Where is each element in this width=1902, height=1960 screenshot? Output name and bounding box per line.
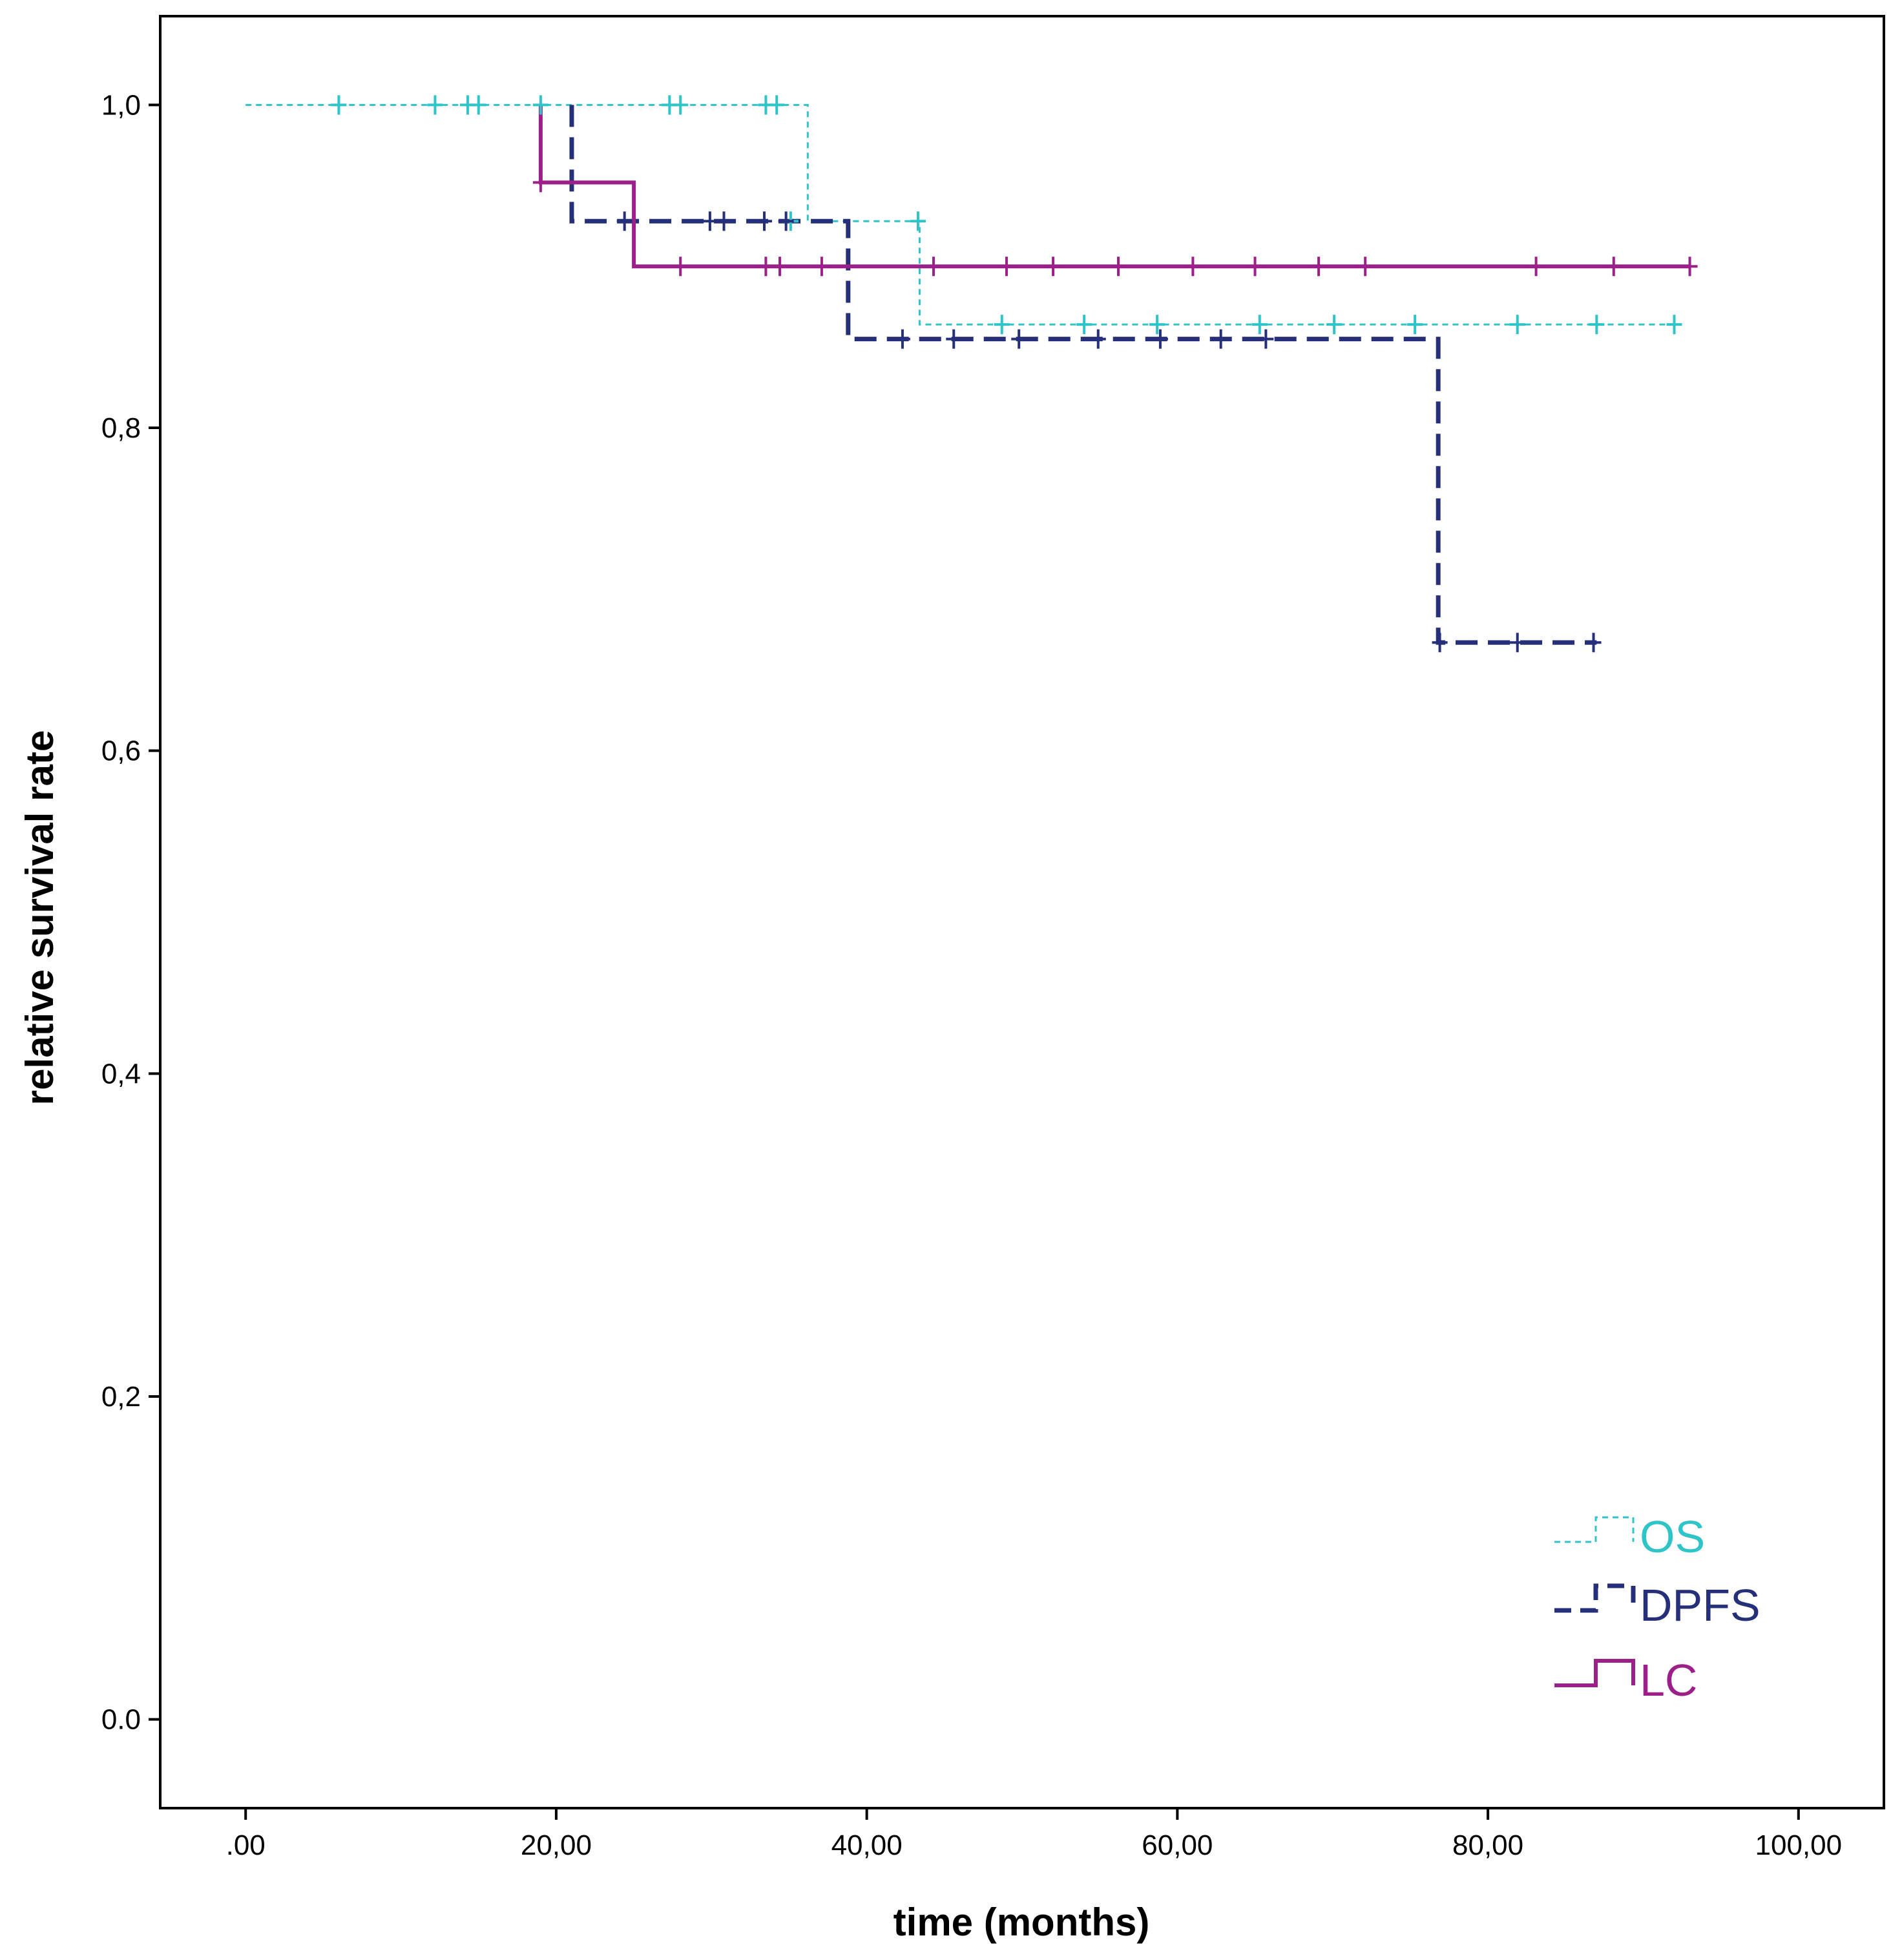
censor-mark-lc-12 xyxy=(1357,257,1374,277)
censor-layer xyxy=(331,95,1698,653)
censor-mark-dpfs-3 xyxy=(757,211,772,231)
x-tick-label-5: 100,00 xyxy=(1755,1829,1843,1861)
censor-mark-dpfs-10 xyxy=(1213,329,1229,349)
censor-mark-lc-7 xyxy=(1045,257,1061,277)
y-tick-label-2: 0,4 xyxy=(101,1058,141,1090)
censor-mark-os-12 xyxy=(1076,315,1092,335)
censor-mark-os-11 xyxy=(994,315,1010,335)
censor-mark-lc-10 xyxy=(1247,257,1263,277)
censor-mark-os-14 xyxy=(1251,315,1268,335)
legend-symbol-os xyxy=(1554,1516,1635,1543)
censor-mark-os-13 xyxy=(1149,315,1165,335)
legend-label-lc: LC xyxy=(1640,1655,1697,1705)
censor-mark-dpfs-13 xyxy=(1509,633,1525,653)
censor-mark-os-8 xyxy=(769,95,785,115)
censor-mark-os-15 xyxy=(1326,315,1343,335)
legend-symbol-dpfs xyxy=(1554,1583,1636,1613)
legend-label-dpfs: DPFS xyxy=(1640,1580,1761,1630)
censor-mark-os-10 xyxy=(910,211,926,231)
censor-mark-lc-5 xyxy=(925,257,941,277)
censor-mark-dpfs-0 xyxy=(616,211,632,231)
censor-mark-lc-14 xyxy=(1605,257,1622,277)
x-tick-label-2: 40,00 xyxy=(831,1829,903,1861)
censor-mark-dpfs-14 xyxy=(1585,633,1602,653)
censor-mark-os-0 xyxy=(331,95,347,115)
censor-mark-lc-13 xyxy=(1528,257,1544,277)
censor-mark-dpfs-8 xyxy=(1090,329,1106,349)
censor-mark-lc-0 xyxy=(532,173,549,193)
censor-mark-lc-9 xyxy=(1185,257,1201,277)
censor-mark-lc-15 xyxy=(1682,257,1698,277)
y-tick-label-3: 0,6 xyxy=(101,735,141,767)
censor-mark-dpfs-2 xyxy=(716,211,732,231)
censor-mark-dpfs-12 xyxy=(1432,633,1448,653)
censor-mark-os-3 xyxy=(470,95,486,115)
legend-symbol-lc xyxy=(1554,1659,1635,1687)
x-tick-label-4: 80,00 xyxy=(1452,1829,1523,1861)
series-line-os xyxy=(246,103,1675,326)
y-tick-label-5: 1,0 xyxy=(101,89,141,121)
censor-mark-os-18 xyxy=(1589,315,1605,335)
censor-mark-dpfs-6 xyxy=(946,329,962,349)
plot-frame xyxy=(159,15,1885,1809)
y-axis-title: relative survival rate xyxy=(18,730,61,1105)
censor-mark-lc-6 xyxy=(998,257,1014,277)
y-tick-label-0: 0.0 xyxy=(101,1704,141,1736)
series-layer xyxy=(246,103,1690,645)
censor-mark-lc-4 xyxy=(813,257,830,277)
x-axis: .00 20,00 40,00 60,00 80,00 100,00 xyxy=(226,1808,1842,1861)
y-tick-label-4: 0,8 xyxy=(101,412,141,444)
x-tick-label-3: 60,00 xyxy=(1142,1829,1213,1861)
censor-mark-os-16 xyxy=(1407,315,1423,335)
censor-mark-lc-8 xyxy=(1111,257,1127,277)
series-line-dpfs xyxy=(569,105,1597,645)
censor-mark-dpfs-7 xyxy=(1011,329,1027,349)
censor-mark-lc-3 xyxy=(772,257,788,277)
y-axis: 0.0 0,2 0,4 0,6 0,8 1,0 xyxy=(101,89,160,1736)
censor-mark-dpfs-4 xyxy=(778,211,794,231)
censor-mark-dpfs-5 xyxy=(894,329,910,349)
censor-mark-os-19 xyxy=(1666,315,1682,335)
legend-label-os: OS xyxy=(1640,1512,1705,1562)
censor-mark-os-6 xyxy=(673,95,689,115)
censor-mark-os-1 xyxy=(427,95,443,115)
series-line-lc xyxy=(538,105,1690,269)
censor-mark-lc-11 xyxy=(1311,257,1327,277)
censor-mark-os-4 xyxy=(532,95,549,115)
censor-mark-dpfs-11 xyxy=(1258,329,1274,349)
x-axis-title: time (months) xyxy=(894,1901,1150,1944)
censor-mark-lc-1 xyxy=(673,257,689,277)
legend: OS DPFS LC xyxy=(1554,1512,1761,1705)
y-tick-label-1: 0,2 xyxy=(101,1381,141,1413)
censor-mark-lc-2 xyxy=(758,257,774,277)
censor-mark-dpfs-1 xyxy=(702,211,718,231)
x-tick-label-0: .00 xyxy=(226,1829,266,1861)
censor-mark-dpfs-9 xyxy=(1152,329,1168,349)
x-tick-label-1: 20,00 xyxy=(521,1829,592,1861)
censor-mark-os-17 xyxy=(1509,315,1525,335)
